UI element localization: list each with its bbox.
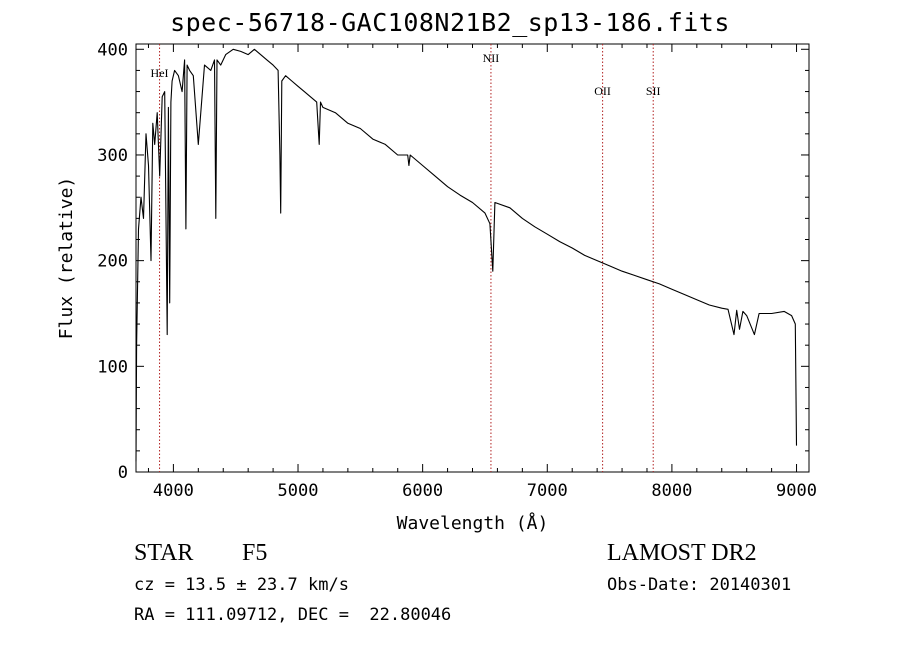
y-tick-label: 400 (97, 40, 128, 60)
x-tick-label: 9000 (776, 481, 817, 501)
chart-title: spec-56718-GAC108N21B2_sp13-186.fits (170, 8, 730, 37)
object-subclass: F5 (242, 540, 268, 566)
object-class: STAR (134, 540, 194, 566)
x-tick-label: 4000 (153, 481, 194, 501)
survey-name: LAMOST DR2 (607, 540, 757, 566)
line-marker-label: NII (483, 51, 500, 65)
x-tick-label: 8000 (651, 481, 692, 501)
plot-frame (135, 43, 810, 473)
x-tick-label: 5000 (278, 481, 319, 501)
line-marker-label: SII (646, 84, 661, 98)
x-tick-label: 6000 (402, 481, 443, 501)
coordinates: RA = 111.09712, DEC = 22.80046 (134, 605, 452, 625)
y-tick-label: 200 (97, 252, 128, 272)
x-tick-label: 7000 (527, 481, 568, 501)
y-tick-label: 0 (118, 463, 128, 483)
observation-date: Obs-Date: 20140301 (607, 575, 792, 595)
y-tick-label: 100 (97, 357, 128, 377)
y-axis-label: Flux (relative) (56, 177, 77, 340)
y-tick-label: 300 (97, 146, 128, 166)
x-axis-label: Wavelength (Å) (397, 512, 549, 534)
line-marker-label: OII (594, 84, 611, 98)
spectrum-line (135, 48, 798, 462)
redshift-velocity: cz = 13.5 ± 23.7 km/s (134, 575, 349, 595)
line-marker-label: HeI (151, 66, 169, 80)
